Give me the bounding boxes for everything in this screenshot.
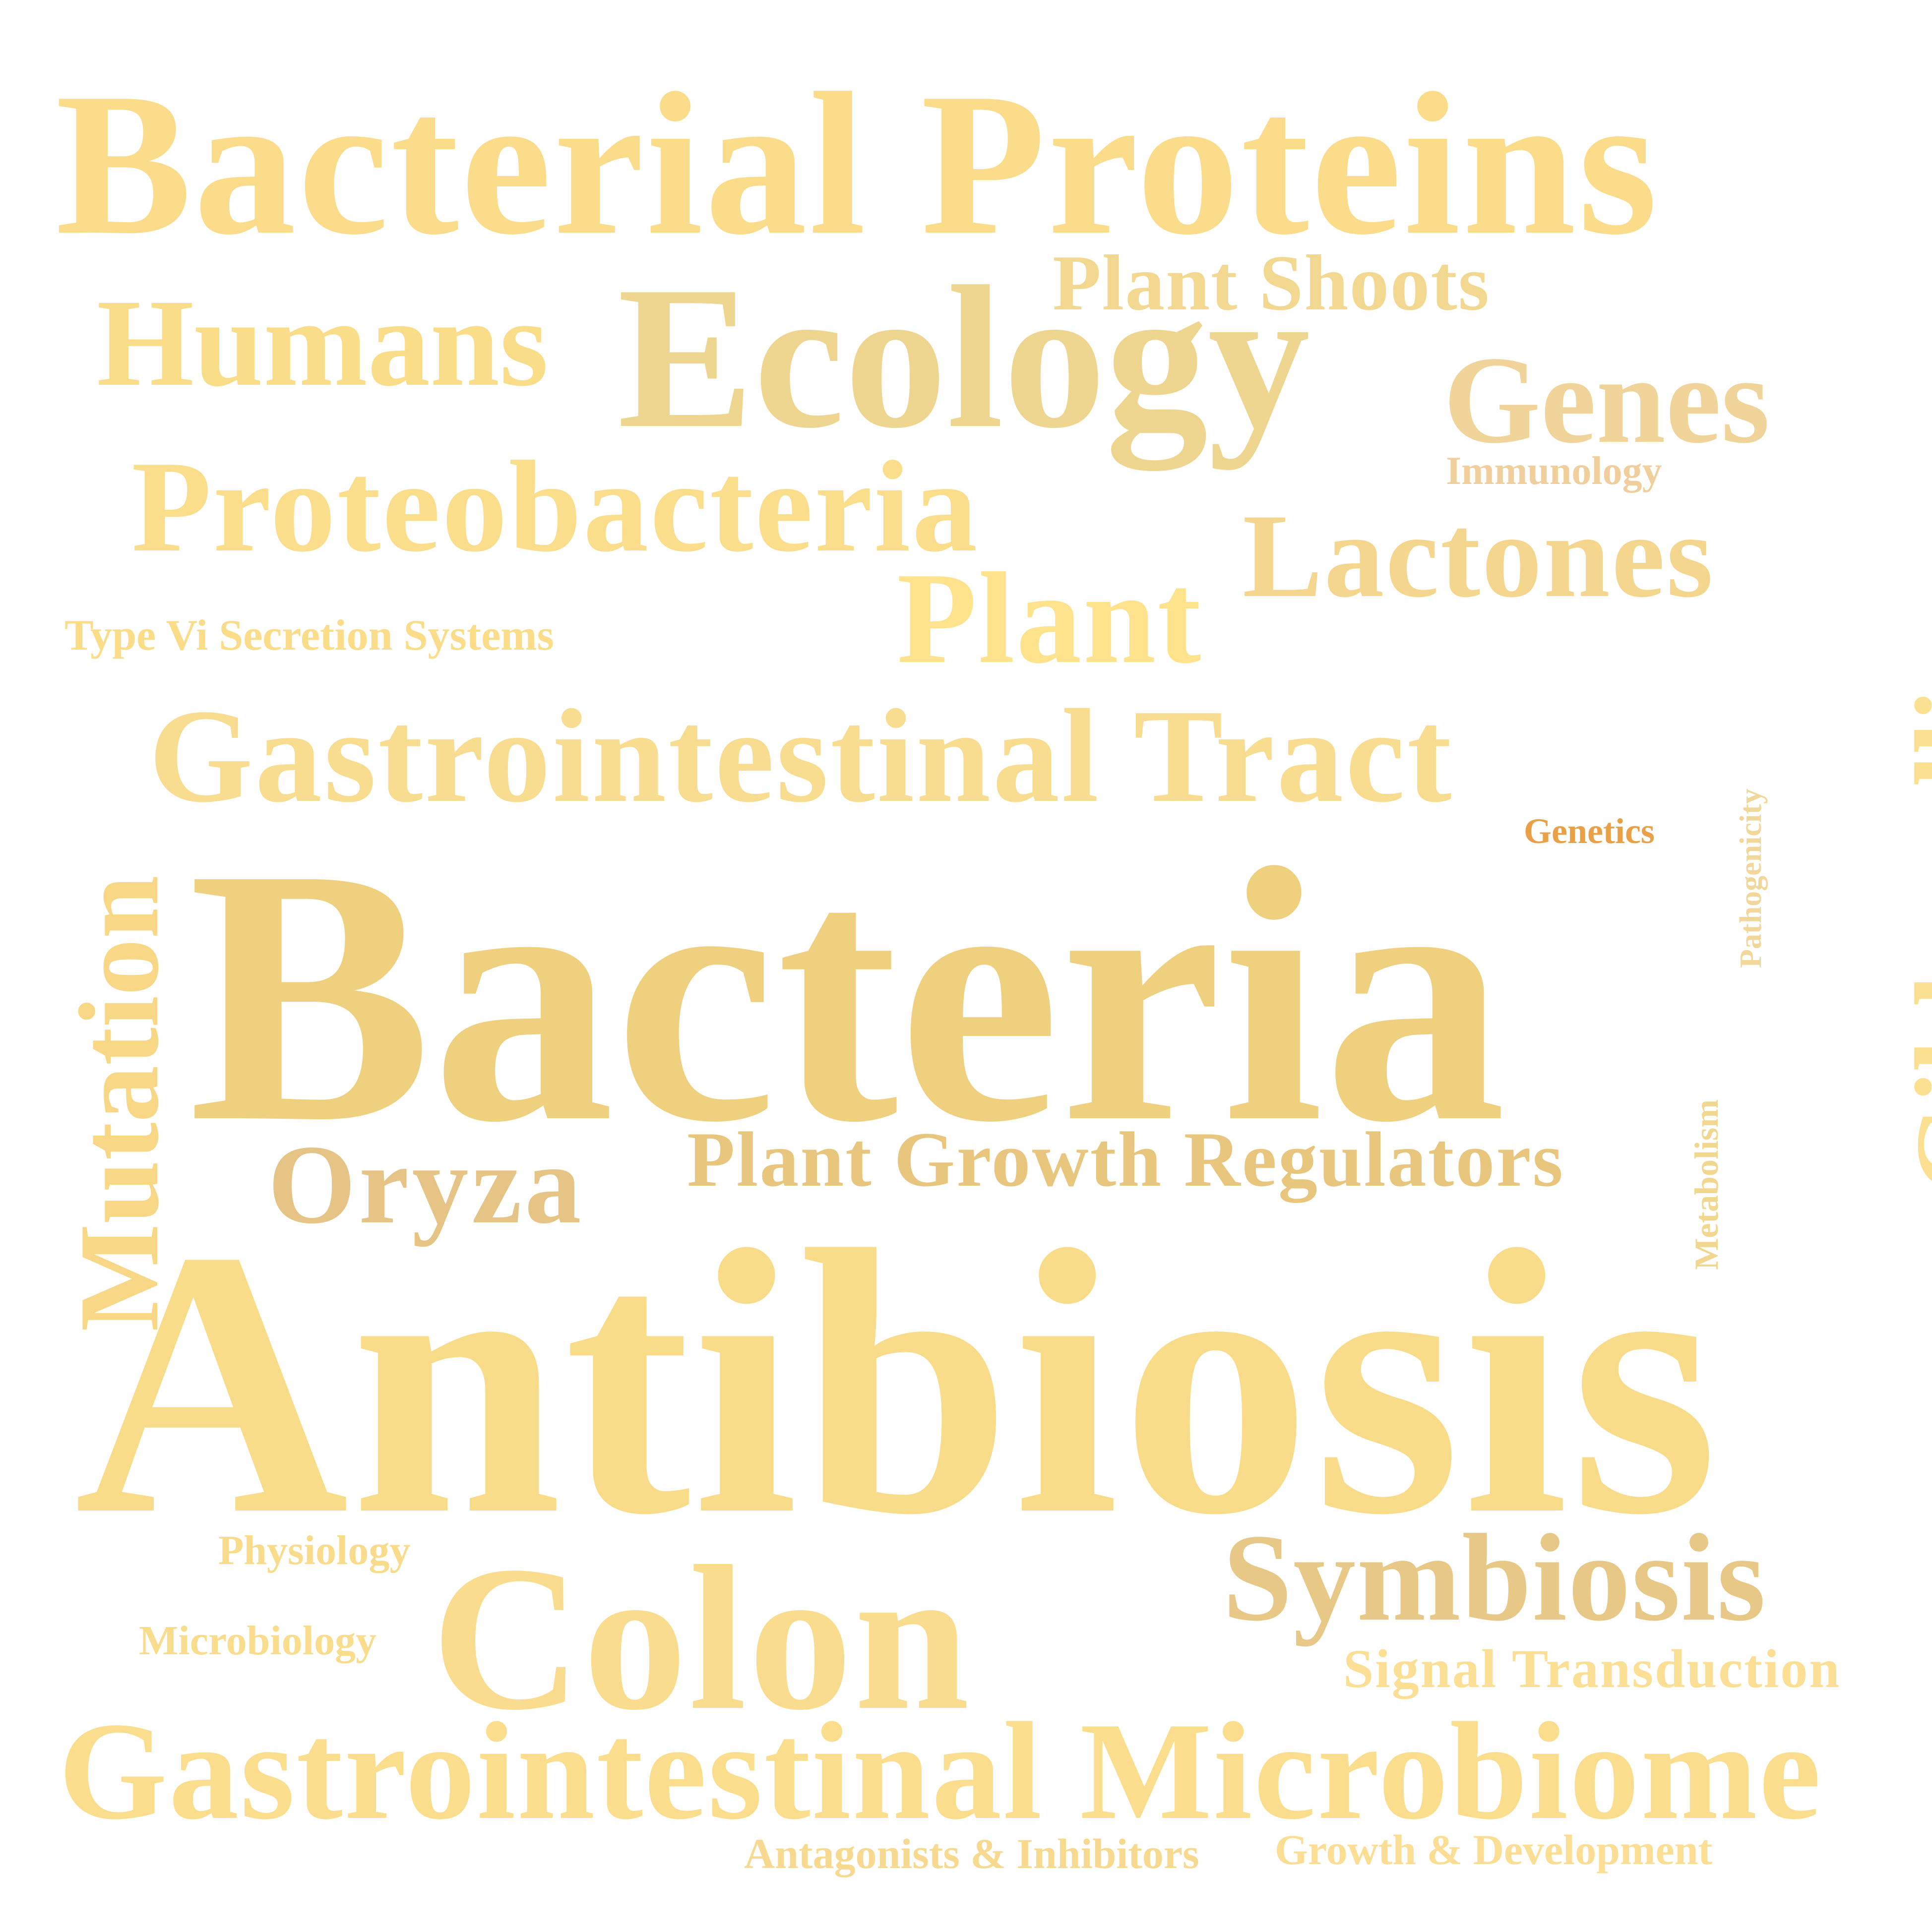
word-immunology: Immunology — [1446, 449, 1662, 493]
word-gastrointestinal-tract: Gastrointestinal Tract — [149, 682, 1454, 830]
word-microbiology: Microbiology — [139, 1618, 377, 1664]
word-bacteria: Bacteria — [188, 793, 1506, 1198]
word-growth-development: Growth & Development — [1275, 1826, 1713, 1873]
word-ecology: Ecology — [618, 244, 1310, 471]
word-plant-shoots: Plant Shoots — [1053, 239, 1490, 327]
word-genes: Genes — [1443, 330, 1770, 469]
word-bacterial-proteins: Bacterial Proteins — [56, 51, 1660, 277]
word-type-vi-secretion-systems: Type Vi Secretion Systems — [64, 611, 554, 660]
word-humans: Humans — [97, 273, 549, 412]
word-signal-transduction: Signal Transduction — [1343, 1638, 1841, 1699]
word-symbiosis: Symbiosis — [1223, 1508, 1767, 1647]
word-gastrointestinal-microbiome: Gastrointestinal Microbiome — [59, 1693, 1823, 1848]
word-genetics: Genetics — [1524, 811, 1655, 851]
word-oryza: Oryza — [268, 1122, 584, 1247]
word-pathogenicity: Pathogenicity — [1734, 788, 1768, 968]
word-lactones: Lactones — [1243, 489, 1715, 622]
word-proteobacteria: Proteobacteria — [131, 434, 979, 579]
word-plant: Plant — [897, 546, 1203, 691]
word-gibberellins: Gibberellins — [1892, 579, 1932, 1195]
word-antibiosis: Antibiosis — [74, 1172, 1720, 1593]
word-antagonists-inhibitors: Antagonists & Inhibitors — [744, 1830, 1199, 1877]
word-plant-growth-regulators: Plant Growth Regulators — [687, 1116, 1564, 1203]
word-colon: Colon — [432, 1524, 972, 1753]
word-physiology: Physiology — [218, 1527, 411, 1573]
